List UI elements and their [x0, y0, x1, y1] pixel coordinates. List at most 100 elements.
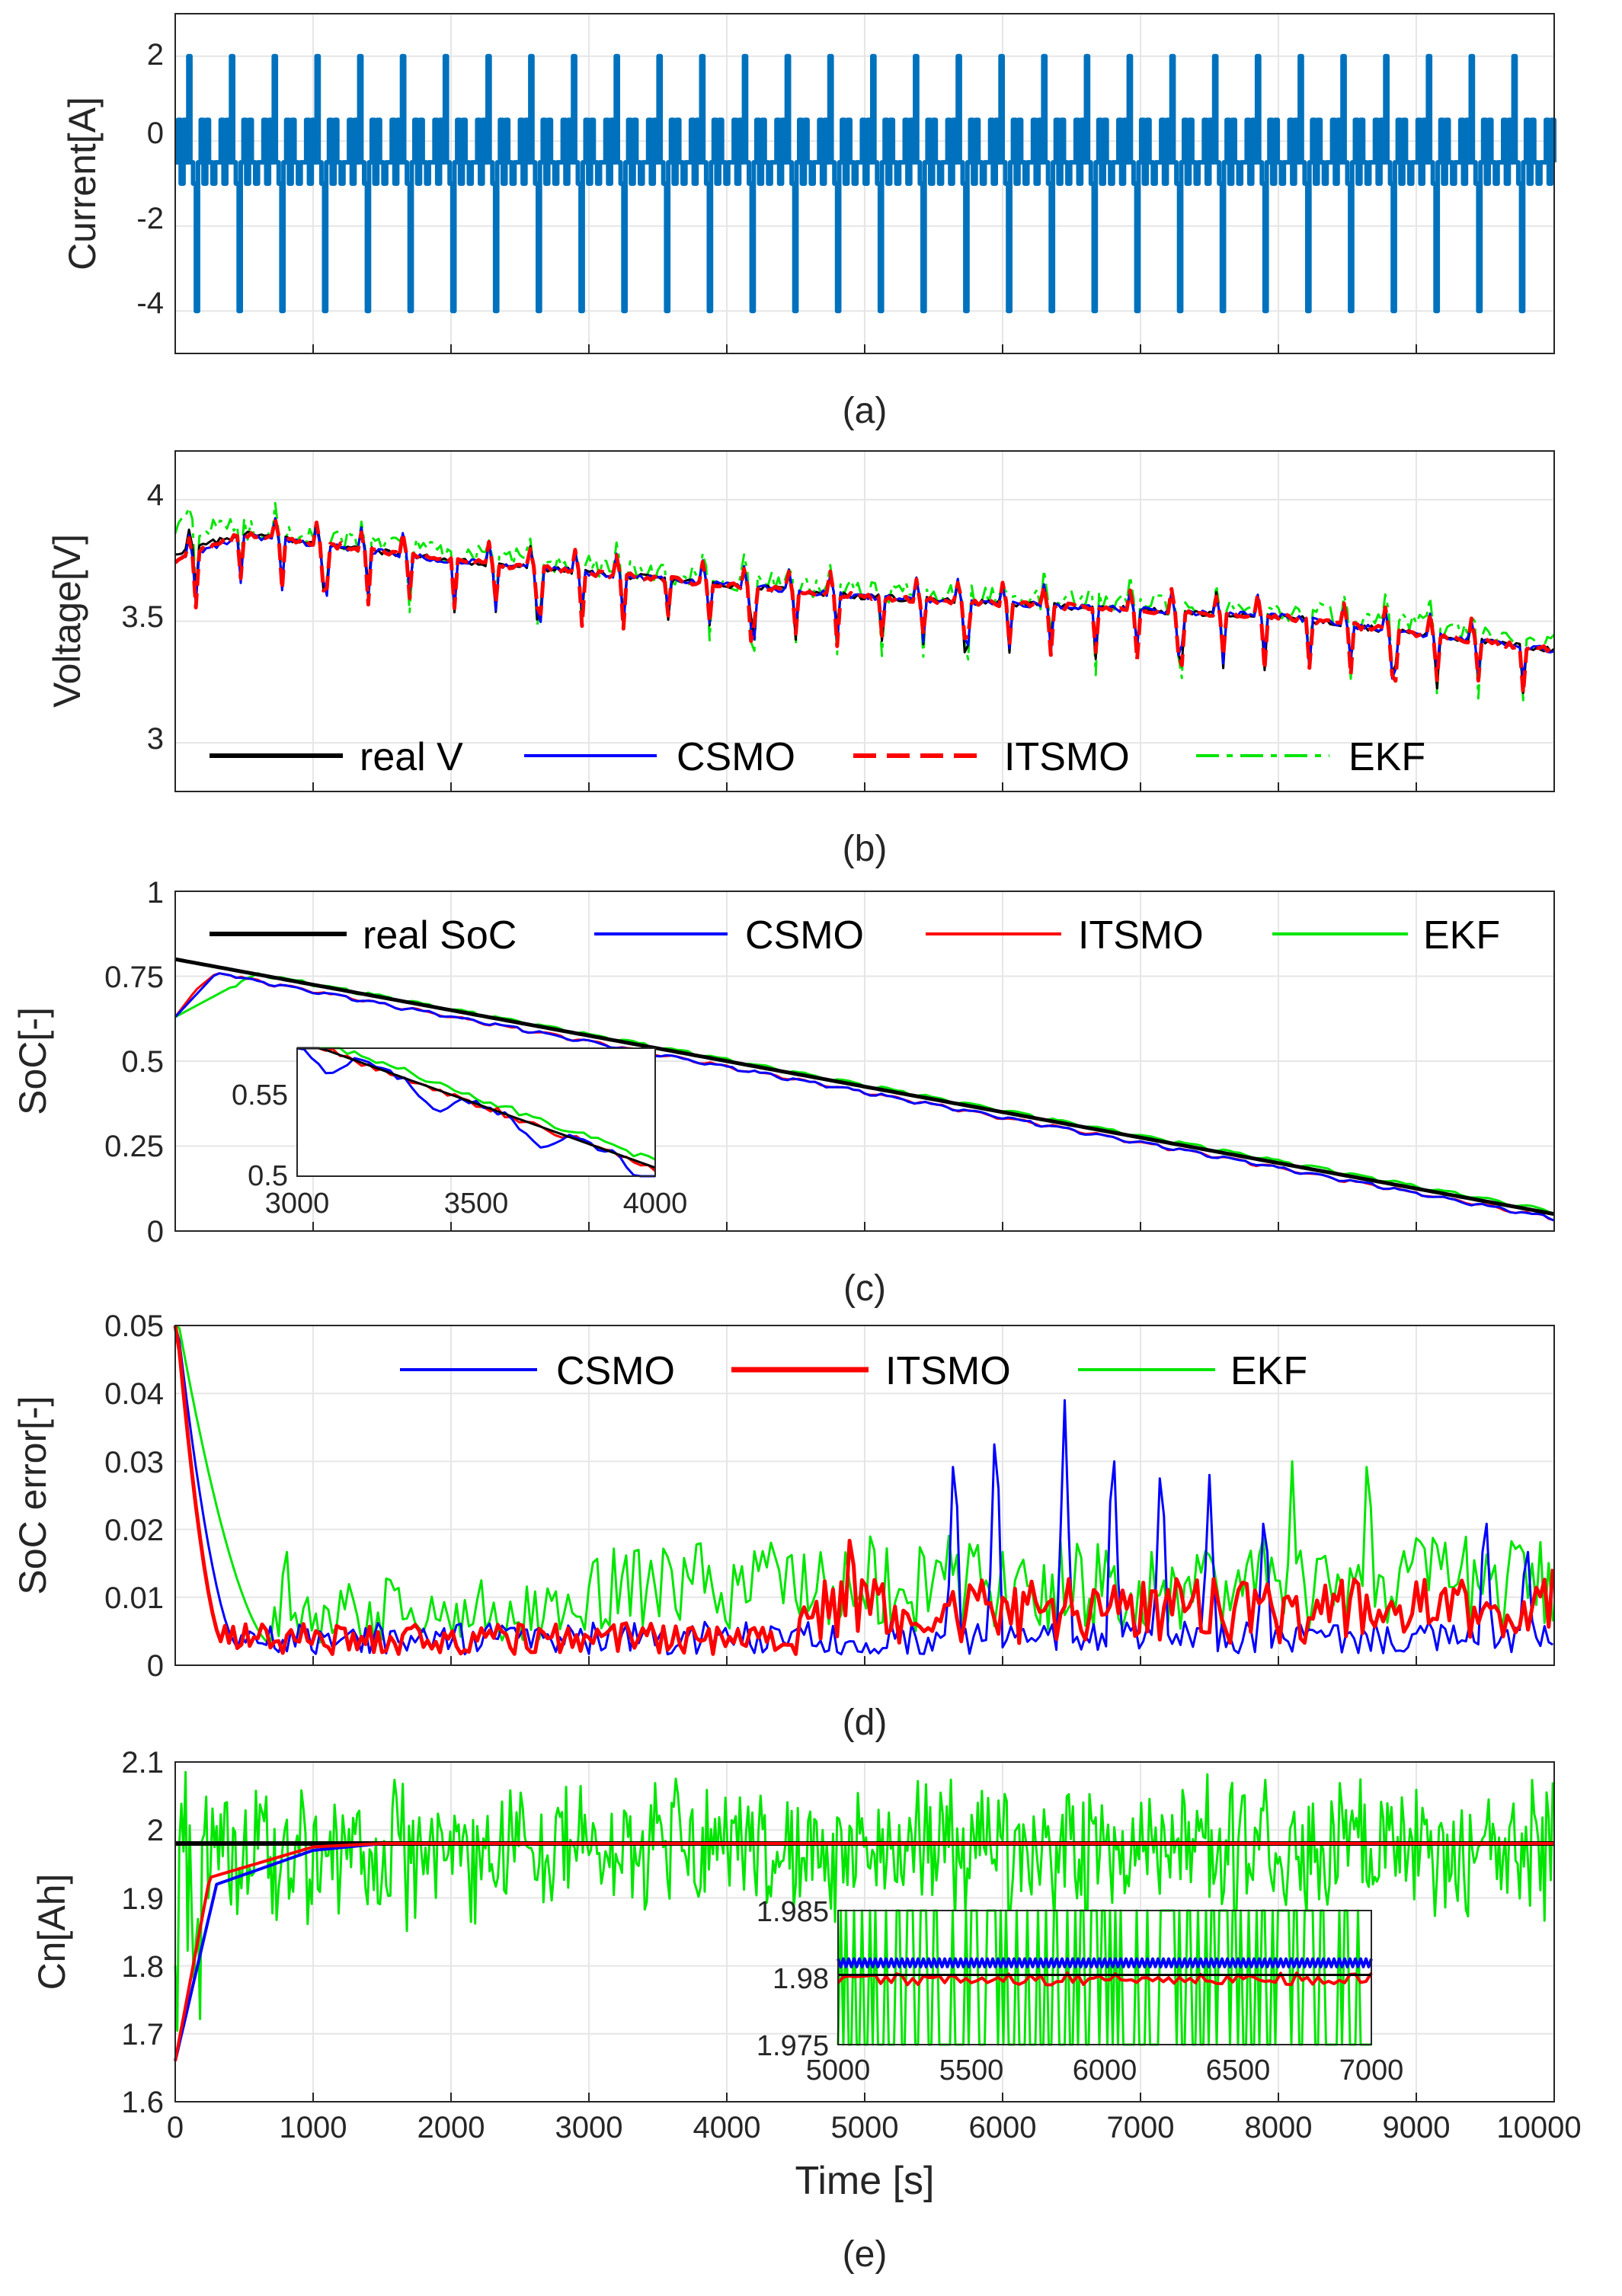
- soc-inset-line-ekf: [297, 1047, 656, 1161]
- soc-line-csmo: [174, 972, 1555, 1222]
- panel-c: 0 0.25 0.5 0.75 1 SoC[-] real SoC CSMO I…: [11, 876, 1555, 1309]
- panel-e-ytick-5: 2.1: [121, 1746, 164, 1780]
- panel-b-ytick-2: 4: [147, 478, 164, 512]
- panel-d-ytick-1: 0.01: [104, 1581, 164, 1615]
- panel-e-inset-xtick-0: 5000: [806, 2055, 871, 2087]
- legend-c-csmo-label: CSMO: [745, 913, 864, 958]
- panel-e-xtick-3: 3000: [555, 2111, 623, 2144]
- panel-b-series: [174, 501, 1556, 702]
- panel-e-ytick-2: 1.8: [121, 1950, 164, 1984]
- panel-b-ytick-0: 3: [147, 722, 164, 756]
- panel-e-xtick-8: 8000: [1245, 2111, 1313, 2144]
- panel-b-caption: (b): [843, 829, 888, 869]
- legend-d-csmo-label: CSMO: [556, 1349, 675, 1393]
- panel-e-inset: 1.975 1.98 1.985 5000 5500 6000 6500 700…: [757, 1896, 1403, 2087]
- panel-c-inset-series: [296, 1047, 656, 1178]
- panel-a: -4 -2 0 2 Current[A] (a): [61, 13, 1556, 431]
- panel-e-axes: [174, 1761, 1555, 2103]
- panel-e-xtick-10: 10000: [1496, 2111, 1581, 2144]
- panel-d-ytick-3: 0.03: [104, 1446, 164, 1479]
- panel-c-inset-xtick-0: 3000: [265, 1188, 330, 1220]
- panel-c-inset-xtick-1: 3500: [444, 1188, 509, 1220]
- legend-c-real-label: real SoC: [363, 913, 517, 958]
- panel-e-ylabel: Cn[Ah]: [30, 1874, 73, 1991]
- panel-a-ytick-0: -4: [136, 286, 164, 320]
- panel-c-inset: 0.5 0.55 3000 3500 4000: [232, 1047, 688, 1220]
- panel-d-ytick-2: 0.02: [104, 1514, 164, 1547]
- panel-c-axes: [174, 891, 1555, 1232]
- panel-e-xtick-2: 2000: [417, 2111, 485, 2144]
- panel-a-ytick-2: 0: [147, 117, 164, 150]
- panel-c-ytick-3: 0.75: [104, 961, 164, 994]
- panel-e-xtick-4: 4000: [693, 2111, 761, 2144]
- panel-e-inset-ytick-2: 1.985: [757, 1896, 829, 1928]
- panel-a-axes: [174, 13, 1555, 354]
- panel-c-legend: real SoC CSMO ITSMO EKF: [210, 913, 1500, 958]
- panel-d-ylabel: SoC error[-]: [11, 1396, 54, 1594]
- panel-e-inset-xtick-2: 6000: [1073, 2055, 1137, 2087]
- panel-d: 0 0.01 0.02 0.03 0.04 0.05 SoC error[-] …: [11, 1309, 1555, 1743]
- panel-e-caption: (e): [843, 2234, 888, 2275]
- panel-c-inset-ytick-0: 0.5: [248, 1160, 288, 1192]
- panel-d-caption: (d): [843, 1703, 888, 1743]
- panel-e-ytick-0: 1.6: [121, 2086, 164, 2119]
- legend-b-itsmo-label: ITSMO: [1004, 735, 1130, 779]
- panel-c-caption: (c): [843, 1268, 886, 1309]
- panel-e-xtick-7: 7000: [1107, 2111, 1175, 2144]
- panel-e-inset-xtick-3: 6500: [1206, 2055, 1271, 2087]
- panel-c-ytick-1: 0.25: [104, 1130, 164, 1163]
- panel-c-ylabel: SoC[-]: [11, 1007, 54, 1115]
- panel-e-ytick-1: 1.7: [121, 2018, 164, 2051]
- panel-e-inset-xtick-4: 7000: [1339, 2055, 1404, 2087]
- panel-e-inset-xtick-1: 5500: [939, 2055, 1004, 2087]
- soc-error-line-itsmo: [173, 1325, 1555, 1656]
- panel-b: 3 3.5 4 Voltage[V] real V CSMO ITSMO EKF…: [46, 450, 1556, 869]
- panel-e-xtick-1: 1000: [280, 2111, 347, 2144]
- panel-c-series: [174, 957, 1555, 1222]
- soc-inset-line-csmo: [296, 1047, 655, 1178]
- panel-d-ytick-4: 0.04: [104, 1377, 164, 1411]
- panel-d-series: [173, 1324, 1555, 1656]
- legend-d-ekf-label: EKF: [1230, 1349, 1307, 1393]
- panel-e-ytick-4: 2: [147, 1814, 164, 1847]
- panel-e-xtick-6: 6000: [969, 2111, 1037, 2144]
- panel-e-xtick-9: 9000: [1383, 2111, 1451, 2144]
- soc-error-line-csmo: [174, 1325, 1553, 1656]
- panel-c-inset-ytick-1: 0.55: [232, 1079, 288, 1111]
- panel-d-ytick-5: 0.05: [104, 1309, 164, 1343]
- panel-b-axes: [174, 450, 1555, 792]
- panel-c-ytick-2: 0.5: [121, 1045, 164, 1079]
- legend-d-itsmo-label: ITSMO: [885, 1349, 1011, 1393]
- soc-inset-line-real: [297, 1047, 656, 1169]
- panel-a-ytick-1: -2: [136, 202, 164, 235]
- panel-a-ytick-3: 2: [147, 38, 164, 72]
- panel-a-series: [175, 53, 1556, 314]
- panel-e-inset-ytick-1: 1.98: [773, 1963, 829, 1995]
- panel-e-xlabel: Time [s]: [795, 2159, 935, 2203]
- panel-d-ytick-0: 0: [147, 1649, 164, 1683]
- panel-e-series: [174, 1770, 1554, 2061]
- legend-b-csmo-label: CSMO: [677, 735, 795, 779]
- panel-c-inset-xtick-2: 4000: [623, 1188, 688, 1220]
- panel-b-legend: real V CSMO ITSMO EKF: [210, 735, 1425, 779]
- panel-e-inset-axes: [837, 1910, 1372, 2045]
- panel-e-xtick-0: 0: [167, 2111, 184, 2144]
- panel-c-inset-bg: [297, 1048, 655, 1176]
- panel-b-ylabel: Voltage[V]: [46, 534, 88, 708]
- panel-c-ytick-0: 0: [147, 1215, 164, 1249]
- cn-line-ekf: [174, 1770, 1554, 2032]
- panel-a-caption: (a): [843, 391, 888, 431]
- legend-c-ekf-label: EKF: [1423, 913, 1500, 958]
- voltage-line-itsmo: [174, 517, 1556, 696]
- legend-c-itsmo-label: ITSMO: [1078, 913, 1204, 958]
- panel-d-legend: CSMO ITSMO EKF: [400, 1349, 1307, 1393]
- panel-b-ytick-1: 3.5: [121, 600, 164, 634]
- panel-c-inset-axes: [296, 1047, 656, 1177]
- cn-inset-line-csmo: [837, 1957, 1373, 1968]
- panel-e-xticks: 0 1000 2000 3000 4000 5000 6000 7000 800…: [167, 2111, 1582, 2144]
- panel-e-inset-ytick-0: 1.975: [757, 2030, 829, 2062]
- panel-d-axes: [174, 1325, 1555, 1666]
- panel-e-xtick-5: 5000: [831, 2111, 899, 2144]
- cn-inset-line-itsmo: [837, 1971, 1373, 1987]
